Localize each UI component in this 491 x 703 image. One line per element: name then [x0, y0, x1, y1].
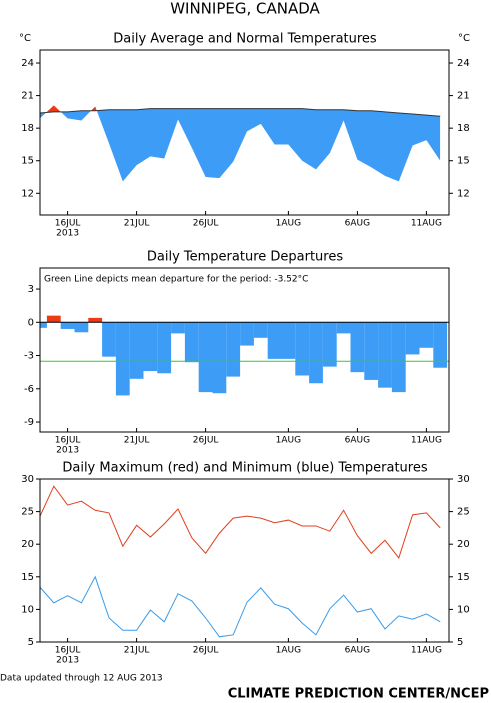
- chart-title: Daily Average and Normal Temperatures: [113, 32, 377, 47]
- y-tick-label: 25: [21, 507, 34, 518]
- bar: [157, 322, 172, 374]
- y-unit: °C: [19, 33, 31, 44]
- y-tick-label: 20: [21, 539, 34, 550]
- y-tick-label: 30: [457, 474, 470, 485]
- normal-line: [39, 108, 441, 117]
- x-tick-label: 1AUG: [276, 646, 301, 656]
- x-tick-label: 21JUL: [124, 646, 150, 656]
- x-tick-label: 11AUG: [411, 646, 442, 656]
- y-tick-label: 24: [457, 58, 470, 69]
- plot-frame: [39, 49, 450, 216]
- y-tick-label: 12: [21, 188, 34, 199]
- y-tick-label: 10: [21, 604, 34, 615]
- y-tick-label: 3: [28, 284, 34, 295]
- bar: [129, 322, 144, 379]
- annotation: Green Line depicts mean departure for th…: [44, 275, 308, 285]
- bar: [88, 317, 103, 323]
- bar: [433, 322, 448, 368]
- y-tick-label: 10: [457, 604, 470, 615]
- y-tick-label: 5: [28, 637, 34, 648]
- plot-frame: [39, 267, 450, 433]
- y-tick-label: 21: [457, 91, 470, 102]
- bar: [171, 322, 185, 334]
- bar: [74, 322, 89, 333]
- update-note: Data updated through 12 AUG 2013: [0, 674, 163, 684]
- y-tick-label: 15: [21, 572, 34, 583]
- series-line: [39, 575, 441, 638]
- y-tick-label: 20: [457, 539, 470, 550]
- bar: [350, 322, 365, 373]
- bar: [267, 322, 282, 359]
- x-tick-label: 11AUG: [411, 219, 442, 229]
- y-tick-label: -9: [24, 417, 34, 428]
- bar: [240, 322, 254, 346]
- y-tick-label: 25: [457, 507, 470, 518]
- series-line: [39, 485, 441, 559]
- bar: [322, 322, 337, 367]
- plot-frame: [39, 478, 450, 643]
- bar: [40, 322, 47, 328]
- x-tick-label: 21JUL: [124, 436, 150, 446]
- x-tick-label: 6AUG: [345, 646, 370, 656]
- y-tick-label: -3: [24, 351, 34, 362]
- x-year-label: 2013: [56, 229, 79, 239]
- y-unit: °C: [458, 33, 470, 44]
- y-tick-label: 12: [457, 188, 470, 199]
- x-tick-label: 1AUG: [276, 436, 301, 446]
- x-year-label: 2013: [56, 656, 79, 666]
- bar: [309, 322, 323, 384]
- bar: [102, 322, 116, 357]
- bar: [378, 322, 392, 388]
- x-tick-label: 6AUG: [345, 436, 370, 446]
- x-tick-label: 26JUL: [193, 219, 219, 229]
- y-tick-label: 15: [21, 156, 34, 167]
- x-tick-label: 11AUG: [411, 436, 442, 446]
- chart-title: Daily Temperature Departures: [147, 250, 343, 265]
- y-tick-label: 15: [457, 156, 470, 167]
- bar: [336, 322, 351, 334]
- bar: [46, 315, 61, 323]
- x-tick-label: 16JUL: [55, 436, 81, 446]
- y-tick-label: 24: [21, 58, 34, 69]
- y-tick-label: 18: [457, 123, 470, 134]
- bar: [115, 322, 130, 396]
- y-tick-label: 18: [21, 123, 34, 134]
- bar: [184, 322, 199, 363]
- x-tick-label: 26JUL: [193, 436, 219, 446]
- bar: [281, 322, 296, 359]
- y-tick-label: 0: [28, 317, 34, 328]
- chart-title: Daily Maximum (red) and Minimum (blue) T…: [62, 461, 427, 476]
- bar: [226, 322, 241, 377]
- x-tick-label: 21JUL: [124, 219, 150, 229]
- bar: [143, 322, 158, 372]
- bar: [212, 322, 227, 394]
- bar: [391, 322, 406, 393]
- y-tick-label: 15: [457, 572, 470, 583]
- x-tick-label: 16JUL: [55, 219, 81, 229]
- bar: [405, 322, 420, 355]
- x-tick-label: 16JUL: [55, 646, 81, 656]
- x-tick-label: 26JUL: [193, 646, 219, 656]
- bar: [198, 322, 213, 393]
- bar: [419, 322, 434, 348]
- bar: [295, 322, 310, 376]
- x-year-label: 2013: [56, 446, 79, 456]
- x-tick-label: 6AUG: [345, 219, 370, 229]
- credit: CLIMATE PREDICTION CENTER/NCEP: [228, 687, 489, 702]
- bar: [253, 322, 268, 338]
- page-title: WINNIPEG, CANADA: [170, 0, 320, 18]
- y-tick-label: 5: [457, 637, 463, 648]
- y-tick-label: 21: [21, 91, 34, 102]
- bar: [364, 322, 379, 380]
- y-tick-label: -6: [24, 384, 34, 395]
- x-tick-label: 1AUG: [276, 219, 301, 229]
- y-tick-label: 30: [21, 474, 34, 485]
- below-normal-area: [40, 108, 441, 182]
- bar: [60, 322, 75, 329]
